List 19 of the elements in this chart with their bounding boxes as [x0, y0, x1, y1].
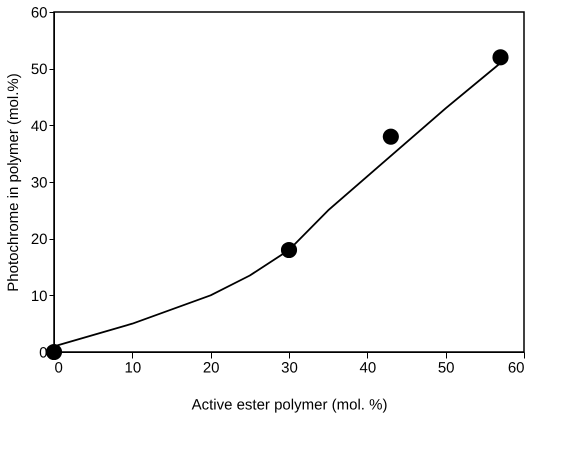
x-tick-label: 50 [438, 360, 455, 376]
x-tick-label: 30 [281, 360, 298, 376]
x-tick-label: 0 [54, 360, 63, 376]
y-tick-label: 20 [30, 231, 48, 248]
point [492, 49, 509, 66]
x-axis-title: Active ester polymer (mol. %) [192, 396, 388, 414]
y-tick-label: 60 [30, 4, 48, 22]
y-tick-label: 40 [30, 118, 48, 135]
y-axis-title: Photochrome in polymer (mol.%) [4, 73, 22, 292]
x-tick-label: 20 [202, 360, 220, 376]
y-tick-label: 10 [30, 288, 48, 305]
x-tick-label: 40 [359, 360, 376, 376]
x-tick-label: 10 [124, 360, 142, 376]
y-tick-label: 50 [30, 61, 48, 78]
x-tick-label: 60 [508, 360, 524, 376]
point [46, 344, 62, 360]
point [382, 128, 399, 145]
point [280, 242, 298, 258]
y-tick-label: 30 [30, 174, 48, 192]
